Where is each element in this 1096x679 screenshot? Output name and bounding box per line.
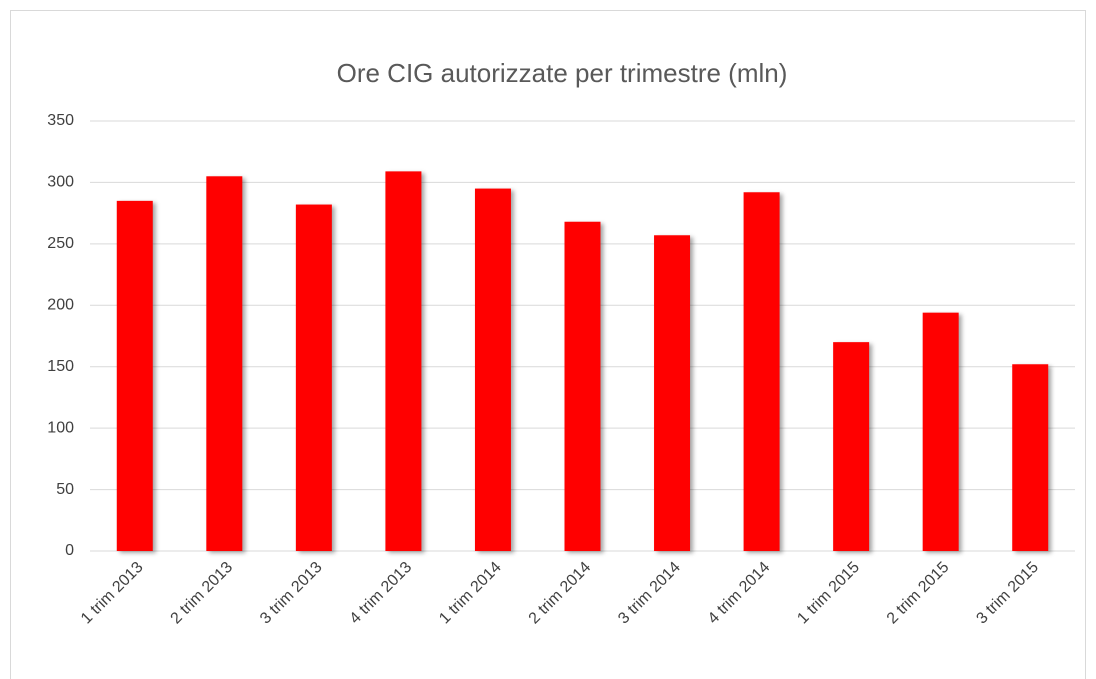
- bar: [295, 204, 332, 552]
- y-tick-label: 300: [47, 174, 74, 191]
- bar: [116, 200, 153, 551]
- chart-border: [10, 10, 1086, 679]
- y-tick-label: 50: [56, 481, 74, 498]
- y-tick-label: 0: [65, 542, 74, 559]
- bar: [743, 192, 780, 551]
- bar: [1012, 364, 1049, 551]
- y-tick-label: 200: [47, 297, 74, 314]
- bar: [385, 171, 422, 551]
- y-tick-label: 350: [47, 112, 74, 129]
- bar: [833, 342, 870, 551]
- bar: [654, 235, 691, 551]
- y-tick-label: 150: [47, 358, 74, 375]
- bar: [206, 176, 243, 552]
- chart-title: Ore CIG autorizzate per trimestre (mln): [337, 58, 788, 88]
- y-tick-label: 250: [47, 235, 74, 252]
- y-tick-label: 100: [47, 419, 74, 436]
- bar: [922, 312, 959, 551]
- bar: [474, 188, 511, 552]
- bar: [564, 221, 601, 551]
